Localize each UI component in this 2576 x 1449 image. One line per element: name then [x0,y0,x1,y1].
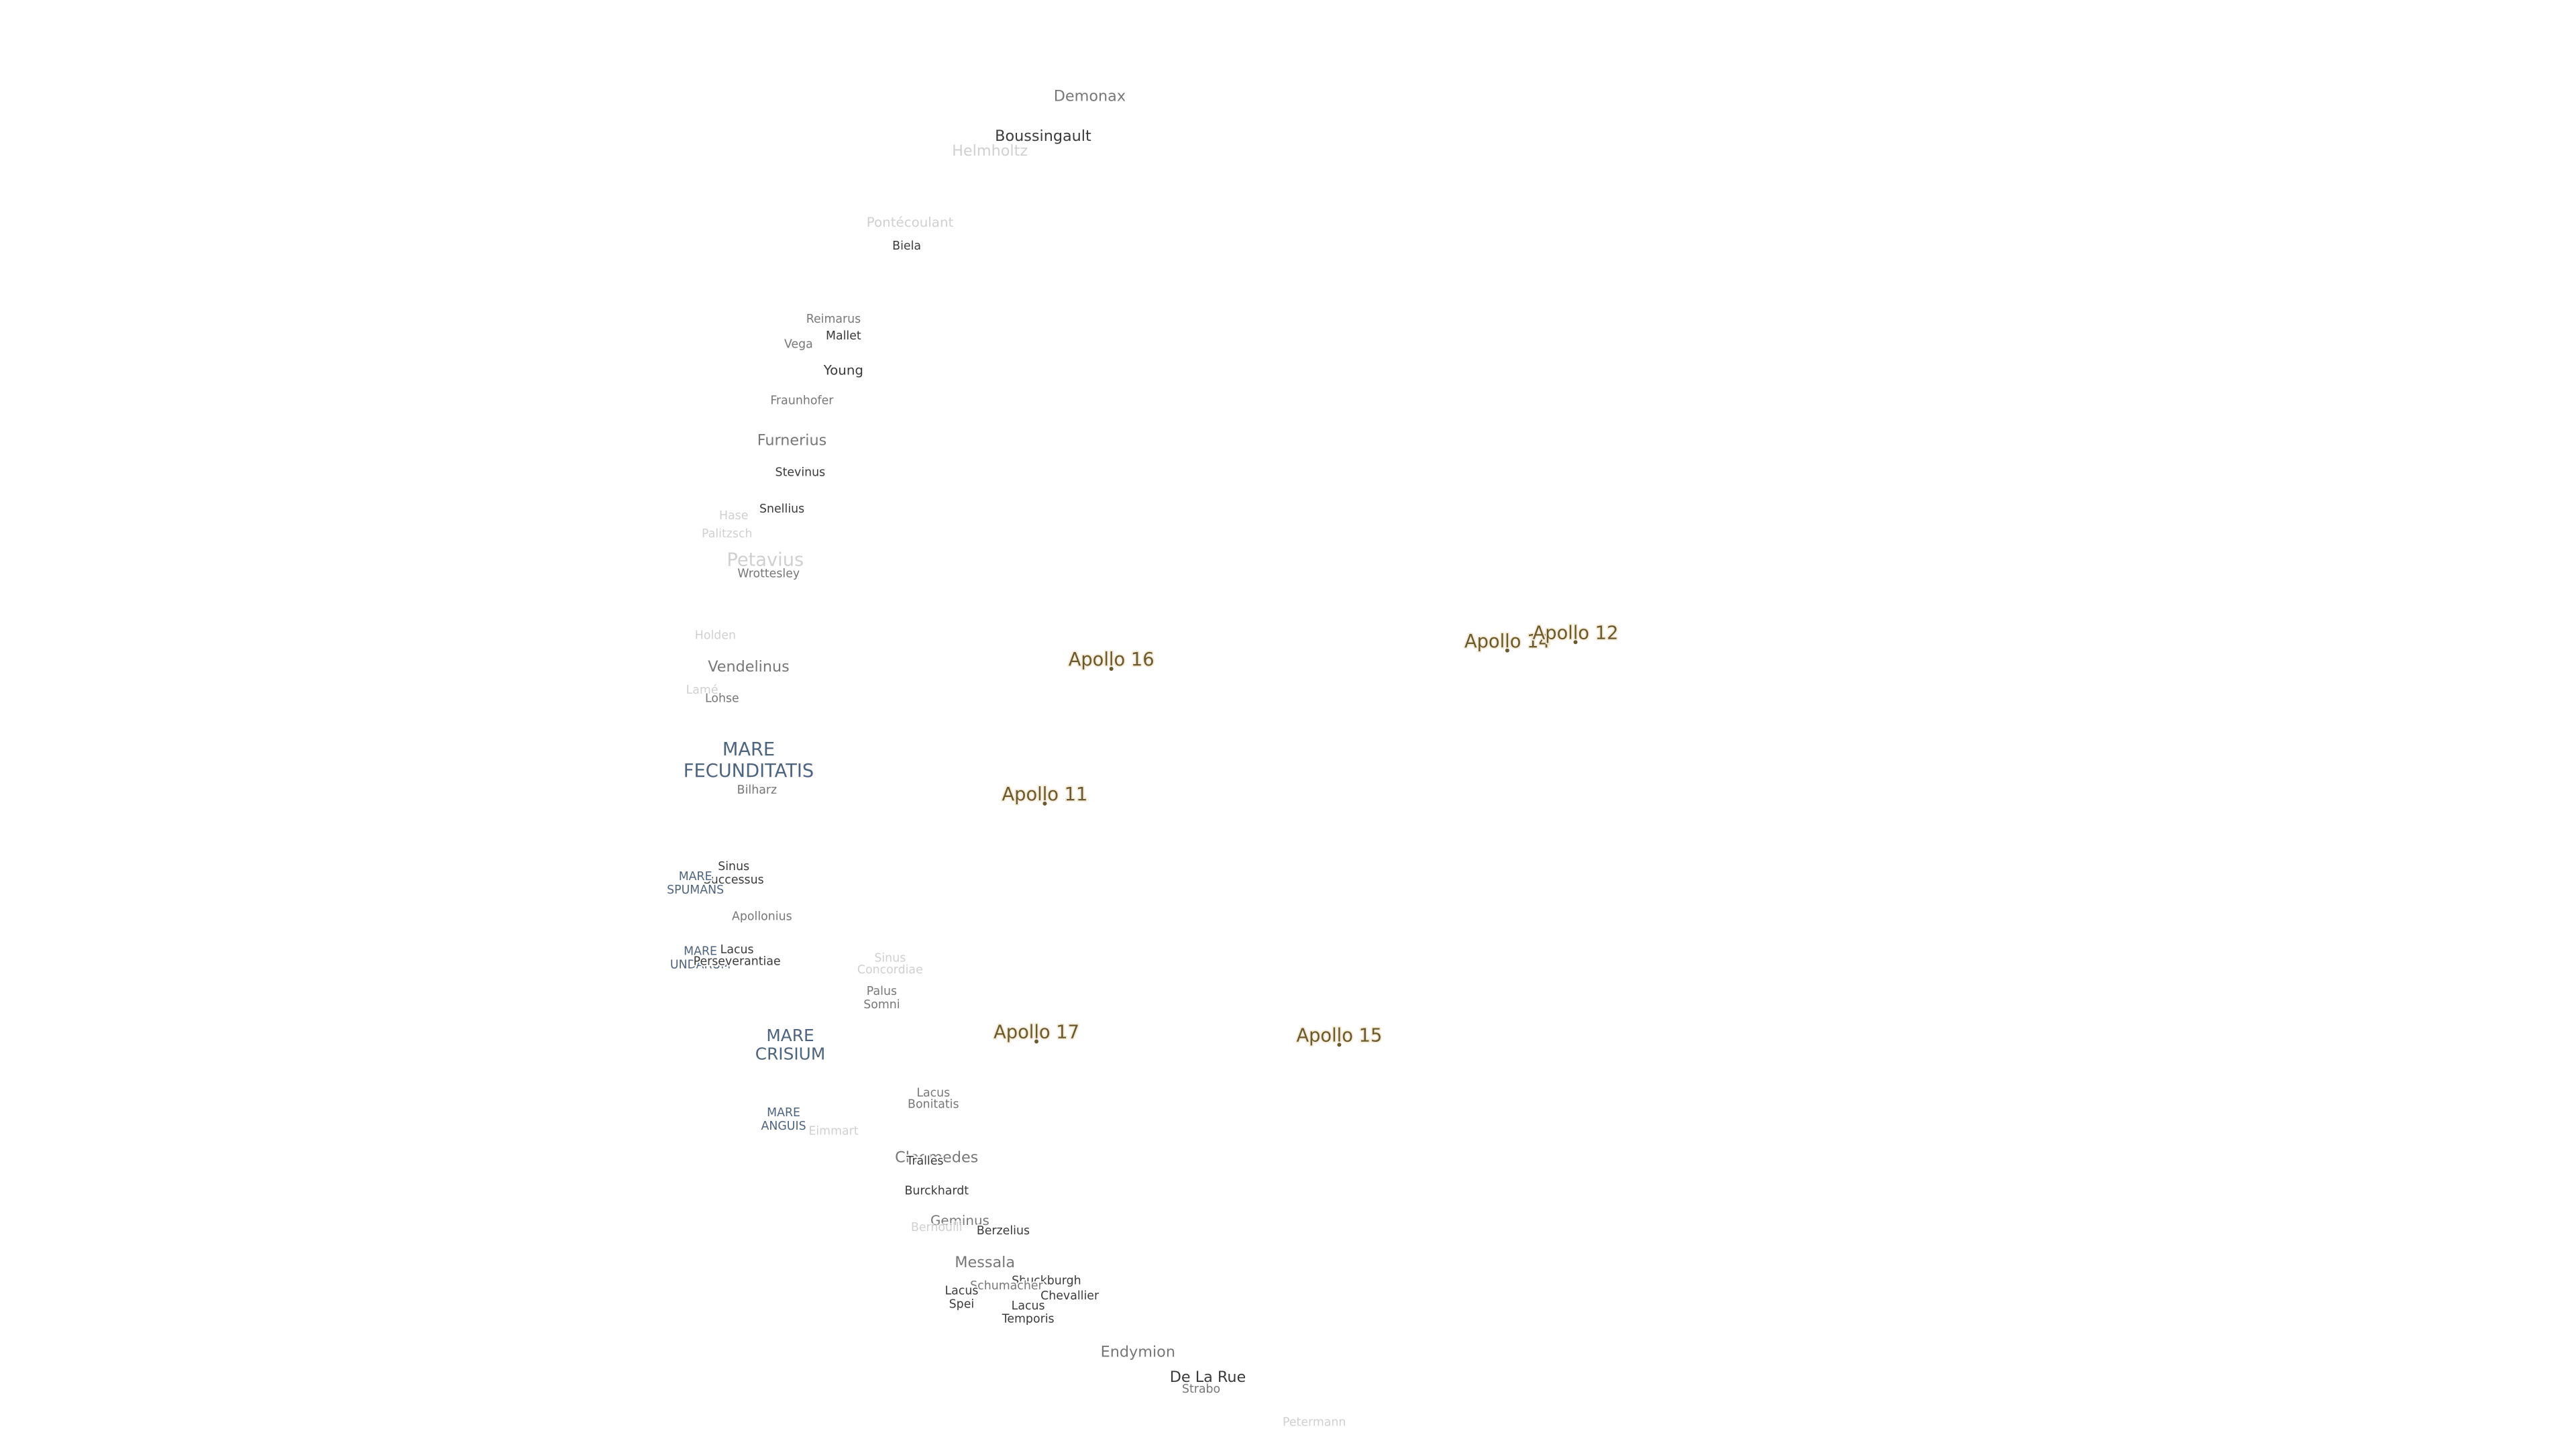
map-label: Apollo 12 [1533,623,1619,643]
map-label: Bonitatis [908,1098,959,1112]
map-label: ANGUIS [761,1120,806,1133]
map-label: Lohse [705,692,739,706]
map-label: Somni [863,998,900,1012]
map-label: MARE [679,870,712,883]
map-label: Bilharz [737,784,777,797]
map-label: Apollo 16 [1069,649,1155,670]
map-label: Mallet [826,329,861,343]
map-label: UNDARUM [670,958,731,971]
map-label: Chevallier [1040,1289,1099,1303]
map-label: Schumacher [970,1279,1043,1293]
map-label: Eimmart [808,1124,858,1138]
map-label: Snellius [759,502,804,516]
site-marker [1505,648,1509,653]
map-label: MARE [722,739,775,760]
map-label: Geminus [930,1213,989,1228]
map-label: Stevinus [775,466,826,479]
map-label: Spei [949,1297,975,1311]
map-label: Lacus [945,1284,978,1297]
site-marker [1042,801,1047,806]
map-label: Perseverantiae [694,955,781,968]
map-label: MARE [766,1026,814,1045]
map-label: Furnerius [757,432,827,449]
map-label: MARE [684,945,717,959]
site-marker [1337,1042,1342,1047]
map-label: Fraunhofer [770,394,834,408]
map-label: Berzelius [977,1224,1030,1238]
map-label: Palitzsch [702,527,752,541]
map-label: Strabo [1182,1383,1220,1396]
map-label: Wrottesley [737,568,800,581]
site-marker [1109,666,1114,671]
map-label: Apollo 15 [1296,1026,1382,1046]
map-label: Pontécoulant [867,215,954,230]
map-label: Petermann [1283,1415,1346,1429]
map-label: Apollonius [732,910,792,923]
map-label: Concordiae [857,963,923,977]
map-label: Successus [704,873,764,887]
map-label: Cleomedes [895,1149,978,1167]
site-marker [1573,640,1578,645]
map-label: Reimarus [806,313,861,326]
map-label: De La Rue [1170,1368,1246,1386]
map-label: Biela [892,239,921,253]
map-label: Burckhardt [904,1185,969,1198]
map-label: Demonax [1054,87,1126,105]
map-label: Tralles [906,1155,943,1168]
map-label: CRISIUM [755,1044,825,1063]
map-label: Hase [719,509,748,523]
map-label: Boussingault [995,127,1091,145]
map-label: Palus [867,985,897,998]
map-label: Sinus [718,860,749,873]
map-label: Apollo 14 [1464,631,1550,652]
map-label: Lamé [686,684,718,697]
map-label: FECUNDITATIS [684,761,814,782]
map-label: Sinus [874,951,906,965]
map-label: Temporis [1002,1313,1055,1326]
map-label: Helmholtz [952,142,1028,160]
map-label: Messala [955,1254,1015,1271]
map-label: Bernoulli [911,1221,963,1234]
map-label: Lacus [1012,1299,1045,1313]
map-label: Apollo 17 [994,1022,1079,1043]
map-label: Shuckburgh [1012,1275,1081,1288]
map-label: Holden [695,629,736,642]
map-label: Lacus [720,943,754,957]
map-label: Lacus [916,1086,950,1099]
map-label: Vendelinus [708,658,790,676]
map-label: SPUMANS [667,883,724,897]
map-label: Apollo 11 [1002,784,1088,805]
map-label: Vega [784,337,813,351]
map-label: Endymion [1101,1344,1175,1361]
site-marker [1034,1039,1039,1044]
map-label: Petavius [727,549,804,570]
map-label: Young [823,363,863,378]
map-label: MARE [767,1106,800,1120]
